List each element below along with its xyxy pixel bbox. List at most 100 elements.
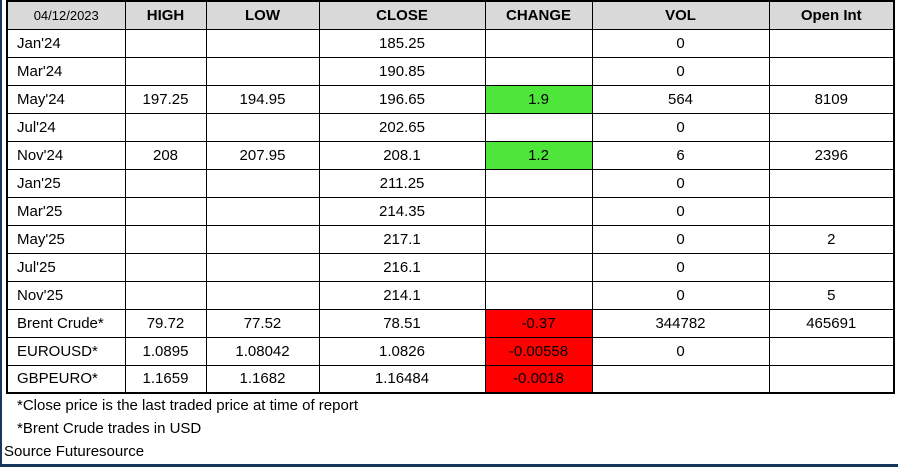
cell-low	[205, 112, 320, 142]
futures-price-table: 04/12/2023 HIGH LOW CLOSE CHANGE VOL Ope…	[6, 0, 895, 394]
cell-change	[484, 168, 593, 198]
cell-high: 208	[124, 140, 207, 170]
table-row: GBPEURO* 1.1659 1.1682 1.16484 -0.0018	[6, 364, 895, 394]
cell-open-int	[768, 364, 895, 394]
cell-vol: 564	[591, 84, 770, 114]
cell-low: 1.08042	[205, 336, 320, 366]
cell-low	[205, 196, 320, 226]
cell-low	[205, 280, 320, 310]
table-row: Jul'24 202.65 0	[6, 112, 895, 142]
table-row: Brent Crude* 79.72 77.52 78.51 -0.37 344782 46…	[6, 308, 895, 338]
cell-low: 194.95	[205, 84, 320, 114]
cell-low	[205, 28, 320, 58]
cell-close: 1.0826	[318, 336, 486, 366]
cell-vol	[591, 364, 770, 394]
cell-label: GBPEURO*	[6, 364, 126, 394]
cell-close: 214.1	[318, 280, 486, 310]
table-row: May'24 197.25 194.95 196.65 1.9 564 8109	[6, 84, 895, 114]
cell-high	[124, 168, 207, 198]
table-row: Mar'25 214.35 0	[6, 196, 895, 226]
cell-vol: 0	[591, 168, 770, 198]
cell-label: Brent Crude*	[6, 308, 126, 338]
cell-close: 217.1	[318, 224, 486, 254]
footnote-close-price: *Close price is the last traded price at…	[17, 397, 358, 414]
cell-label: Jul'25	[6, 252, 126, 282]
cell-high: 1.0895	[124, 336, 207, 366]
col-header-low: LOW	[205, 0, 320, 30]
cell-open-int: 5	[768, 280, 895, 310]
cell-close: 1.16484	[318, 364, 486, 394]
cell-high: 197.25	[124, 84, 207, 114]
cell-close: 208.1	[318, 140, 486, 170]
footnote-brent-usd: *Brent Crude trades in USD	[17, 420, 202, 437]
cell-label: Mar'25	[6, 196, 126, 226]
table-row: Jan'24 185.25 0	[6, 28, 895, 58]
cell-high: 79.72	[124, 308, 207, 338]
cell-high	[124, 112, 207, 142]
cell-change	[484, 56, 593, 86]
cell-open-int	[768, 336, 895, 366]
cell-low	[205, 56, 320, 86]
cell-change	[484, 28, 593, 58]
cell-open-int: 8109	[768, 84, 895, 114]
cell-low: 77.52	[205, 308, 320, 338]
cell-label: Nov'25	[6, 280, 126, 310]
cell-close: 216.1	[318, 252, 486, 282]
cell-open-int: 465691	[768, 308, 895, 338]
cell-label: May'25	[6, 224, 126, 254]
cell-high	[124, 252, 207, 282]
cell-change	[484, 224, 593, 254]
cell-high	[124, 224, 207, 254]
cell-change	[484, 112, 593, 142]
cell-open-int	[768, 196, 895, 226]
cell-close: 196.65	[318, 84, 486, 114]
col-header-open-int: Open Int	[768, 0, 895, 30]
table-row: Jul'25 216.1 0	[6, 252, 895, 282]
cell-low	[205, 168, 320, 198]
cell-low	[205, 252, 320, 282]
cell-high: 1.1659	[124, 364, 207, 394]
cell-change: 1.9	[484, 84, 593, 114]
cell-low: 207.95	[205, 140, 320, 170]
cell-low	[205, 224, 320, 254]
cell-label: Nov'24	[6, 140, 126, 170]
cell-vol: 0	[591, 336, 770, 366]
cell-vol: 0	[591, 112, 770, 142]
cell-open-int: 2396	[768, 140, 895, 170]
cell-vol: 0	[591, 28, 770, 58]
cell-high	[124, 280, 207, 310]
cell-open-int	[768, 56, 895, 86]
cell-low: 1.1682	[205, 364, 320, 394]
table-row: Nov'25 214.1 0 5	[6, 280, 895, 310]
cell-change: -0.37	[484, 308, 593, 338]
cell-vol: 0	[591, 56, 770, 86]
cell-vol: 0	[591, 196, 770, 226]
cell-vol: 0	[591, 224, 770, 254]
cell-change	[484, 280, 593, 310]
cell-vol: 0	[591, 252, 770, 282]
cell-vol: 344782	[591, 308, 770, 338]
cell-change: -0.00558	[484, 336, 593, 366]
footnotes: *Close price is the last traded price at…	[4, 394, 884, 463]
table-row: Mar'24 190.85 0	[6, 56, 895, 86]
col-header-change: CHANGE	[484, 0, 593, 30]
source-label: Source Futuresource	[4, 443, 145, 460]
cell-vol: 6	[591, 140, 770, 170]
cell-open-int	[768, 168, 895, 198]
cell-label: Jul'24	[6, 112, 126, 142]
cell-change	[484, 252, 593, 282]
cell-close: 78.51	[318, 308, 486, 338]
cell-label: EUROUSD*	[6, 336, 126, 366]
table-row: Nov'24 208 207.95 208.1 1.2 6 2396	[6, 140, 895, 170]
cell-change	[484, 196, 593, 226]
cell-open-int: 2	[768, 224, 895, 254]
cell-label: Jan'24	[6, 28, 126, 58]
cell-label: Mar'24	[6, 56, 126, 86]
cell-high	[124, 28, 207, 58]
cell-close: 214.35	[318, 196, 486, 226]
cell-close: 202.65	[318, 112, 486, 142]
cell-high	[124, 196, 207, 226]
cell-change: 1.2	[484, 140, 593, 170]
cell-label: Jan'25	[6, 168, 126, 198]
